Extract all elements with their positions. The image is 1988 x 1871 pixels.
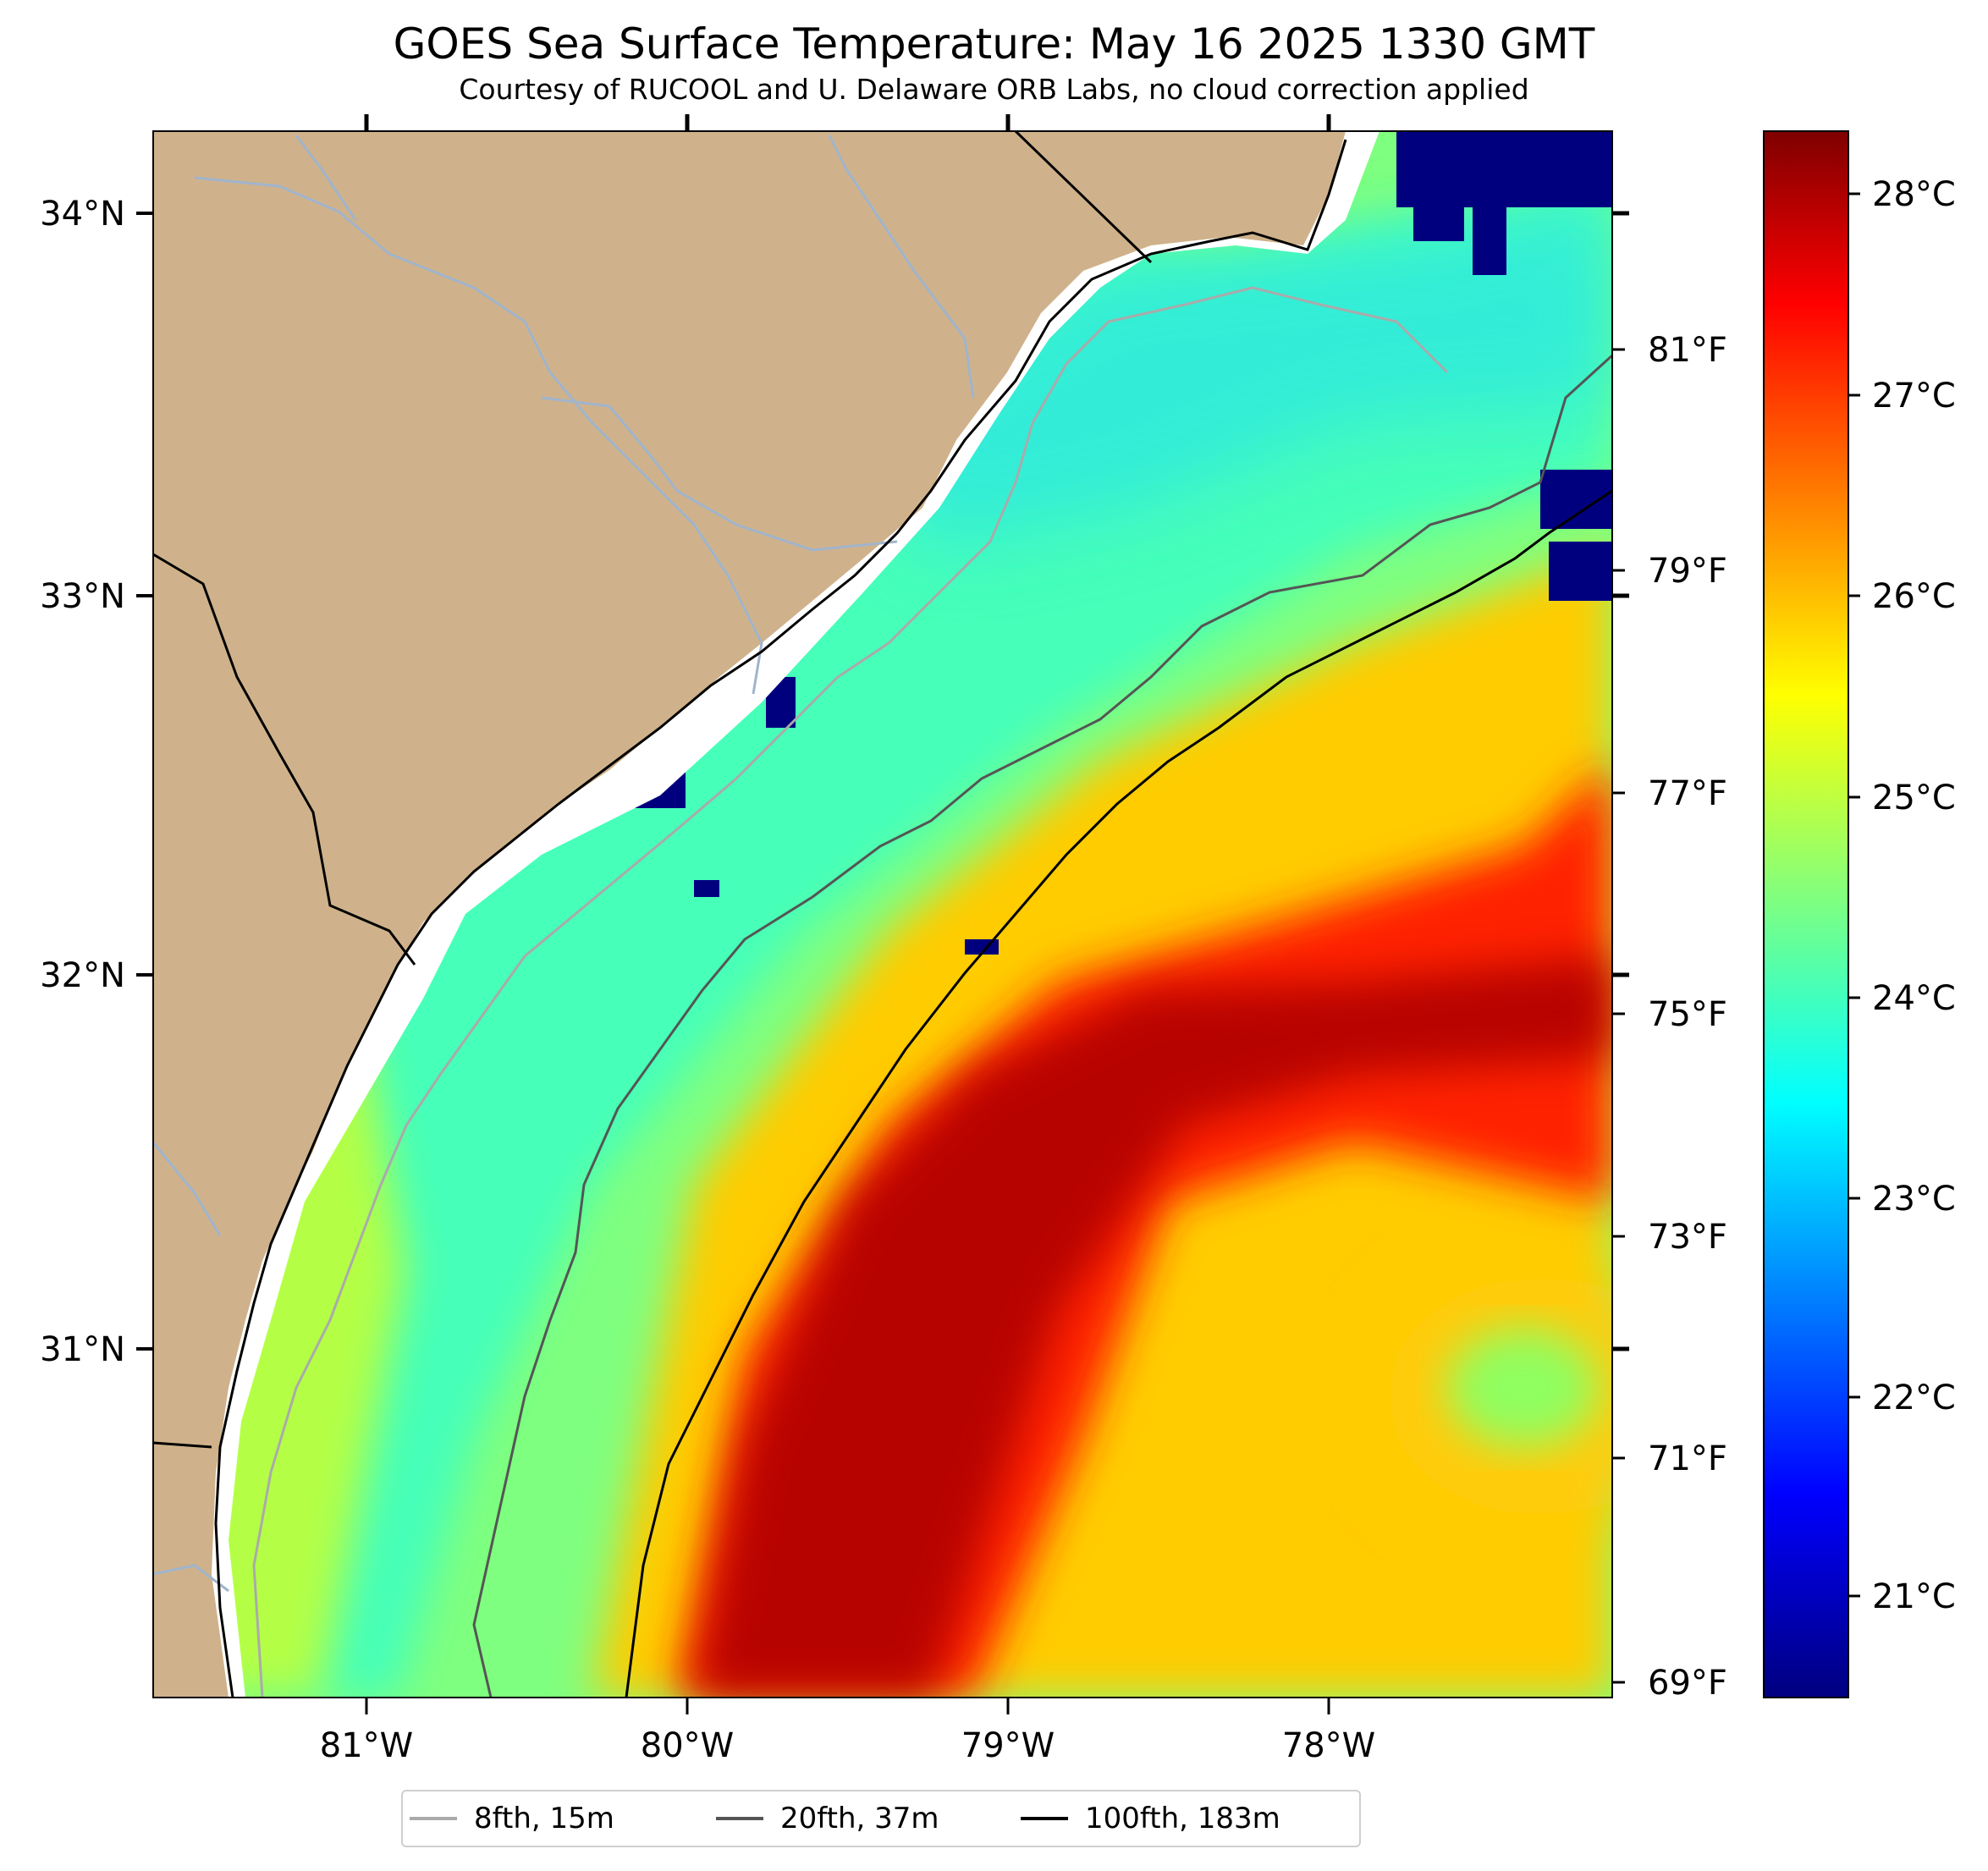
legend-item-8fth: 8fth, 15m [410,1791,614,1846]
celsius-label-22: 22°C [1872,1378,1956,1417]
colorbar: 28°C 27°C 26°C 25°C 24°C 23°C 22°C 21°C [1763,130,1956,1698]
celsius-label-25: 25°C [1872,779,1956,817]
lat-ticks [136,211,1629,1351]
lon-label-80w: 80°W [641,1726,734,1765]
legend-swatch-8fth [410,1817,457,1820]
legend-item-100fth: 100fth, 183m [1021,1791,1280,1846]
lat-label-33n: 33°N [40,577,125,616]
lat-tick-labels: 34°N 33°N 32°N 31°N [40,195,125,1369]
fahrenheit-label-81: 81°F [1648,331,1727,370]
celsius-label-23: 23°C [1872,1180,1956,1219]
legend-swatch-20fth [716,1817,763,1820]
lat-label-34n: 34°N [40,195,125,234]
fahrenheit-label-79: 79°F [1648,552,1727,591]
isobath-8fth [252,286,1449,1698]
lon-tick-labels: 81°W 80°W 79°W 78°W [320,1726,1375,1765]
celsius-label-27: 27°C [1872,377,1956,415]
isobath-100fth [625,489,1612,1698]
land-layer [153,131,1379,1698]
map-subtitle: Courtesy of RUCOOL and U. Delaware ORB L… [459,73,1529,106]
isobaths [252,286,1612,1698]
celsius-label-26: 26°C [1872,577,1956,616]
fahrenheit-label-77: 77°F [1648,774,1727,813]
legend-label-20fth: 20fth, 37m [780,1802,939,1835]
celsius-label-24: 24°C [1872,979,1956,1018]
celsius-label-21: 21°C [1872,1577,1956,1616]
lat-label-32n: 32°N [40,956,125,995]
isobath-legend: 8fth, 15m 20fth, 37m 100fth, 183m [401,1790,1361,1847]
legend-item-20fth: 20fth, 37m [716,1791,939,1846]
legend-swatch-100fth [1021,1817,1068,1820]
fahrenheit-label-71: 71°F [1648,1439,1727,1478]
fahrenheit-axis: 81°F 79°F 77°F 75°F 73°F 71°F 69°F [1612,331,1727,1703]
map-title: GOES Sea Surface Temperature: May 16 202… [393,19,1595,69]
lon-ticks [364,114,1331,1714]
lon-label-81w: 81°W [320,1726,413,1765]
lon-label-78w: 78°W [1282,1726,1375,1765]
fahrenheit-label-75: 75°F [1648,995,1727,1034]
map-frame [152,130,1613,1698]
fahrenheit-label-69: 69°F [1648,1664,1727,1703]
celsius-label-28: 28°C [1872,175,1956,214]
fahrenheit-label-73: 73°F [1648,1218,1727,1257]
legend-label-8fth: 8fth, 15m [474,1802,614,1835]
isobath-20fth [472,354,1612,1698]
legend-label-100fth: 100fth, 183m [1085,1802,1280,1835]
lat-label-31n: 31°N [40,1330,125,1369]
lon-label-79w: 79°W [961,1726,1055,1765]
